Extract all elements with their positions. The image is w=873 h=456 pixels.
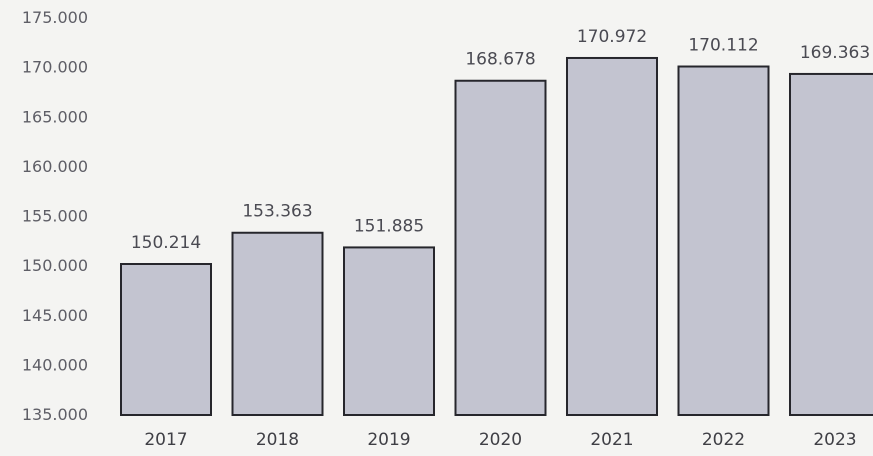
x-tick-label-2018: 2018 bbox=[256, 430, 299, 450]
x-tick-label-2020: 2020 bbox=[479, 430, 522, 450]
bar-2019 bbox=[343, 246, 435, 416]
data-label-2020: 168.678 bbox=[465, 50, 535, 70]
bar-2023 bbox=[789, 72, 873, 416]
data-label-2023: 169.363 bbox=[800, 43, 870, 63]
y-tick-label: 140.000 bbox=[22, 355, 88, 374]
y-axis: 135.000 140.000 145.000 150.000 155.000 160.0… bbox=[22, 8, 88, 424]
bar-2020 bbox=[454, 79, 547, 416]
data-label-2017: 150.214 bbox=[131, 233, 201, 253]
y-tick-label: 170.000 bbox=[22, 58, 88, 77]
data-label-2019: 151.885 bbox=[354, 216, 424, 236]
data-labels-group: 150.214 153.363 151.885 168.678 170.972 170.1… bbox=[131, 27, 870, 253]
y-tick-label: 165.000 bbox=[22, 107, 88, 126]
bar-2021 bbox=[566, 56, 658, 416]
data-label-2021: 170.972 bbox=[577, 27, 647, 47]
bar-2017 bbox=[120, 263, 212, 416]
y-tick-label: 145.000 bbox=[22, 306, 88, 325]
bar-2022 bbox=[677, 65, 770, 416]
y-tick-label: 155.000 bbox=[22, 207, 88, 226]
x-tick-label-2021: 2021 bbox=[590, 430, 633, 450]
data-label-2022: 170.112 bbox=[688, 36, 758, 56]
y-tick-label: 150.000 bbox=[22, 256, 88, 275]
x-tick-label-2019: 2019 bbox=[367, 430, 410, 450]
y-tick-label: 135.000 bbox=[22, 405, 88, 424]
x-axis: 2017 2018 2019 2020 2021 2022 2023 bbox=[144, 430, 856, 450]
x-tick-label-2023: 2023 bbox=[813, 430, 856, 450]
x-tick-label-2017: 2017 bbox=[144, 430, 187, 450]
y-tick-label: 175.000 bbox=[22, 8, 88, 27]
x-tick-label-2022: 2022 bbox=[702, 430, 745, 450]
data-label-2018: 153.363 bbox=[242, 202, 312, 222]
y-tick-label: 160.000 bbox=[22, 157, 88, 176]
bar-2018 bbox=[231, 231, 324, 416]
bars-group bbox=[120, 56, 873, 416]
